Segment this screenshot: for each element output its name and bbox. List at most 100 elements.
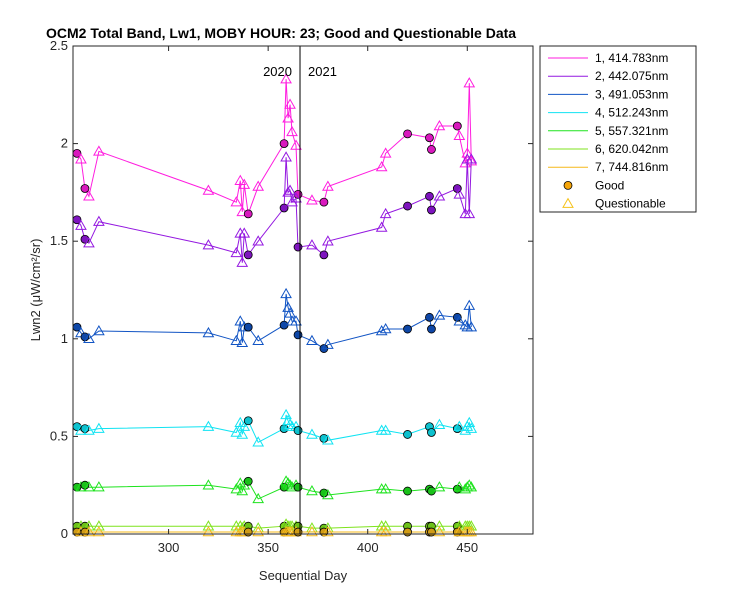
- questionable-point: [453, 315, 466, 326]
- good-point: [319, 250, 329, 260]
- good-point: [243, 322, 253, 332]
- legend-marker-questionable: [562, 197, 574, 208]
- y-tick-label: 0.5: [50, 428, 68, 443]
- good-point: [293, 527, 303, 537]
- legend: 1, 414.783nm 2, 442.075nm 3, 491.053nm 4, 5…: [539, 45, 697, 213]
- legend-label-2: 2, 442.075nm: [595, 69, 668, 83]
- questionable-point: [83, 332, 95, 344]
- questionable-point: [234, 416, 247, 427]
- questionable-point: [433, 309, 446, 320]
- questionable-point: [286, 125, 298, 137]
- questionable-point: [375, 221, 388, 232]
- questionable-point: [284, 98, 296, 109]
- questionable-point: [252, 526, 265, 537]
- series-line-1: [76, 79, 472, 215]
- questionable-point: [453, 526, 466, 537]
- questionable-point: [252, 235, 265, 246]
- good-point: [293, 330, 303, 340]
- legend-label-7: 7, 744.816nm: [595, 160, 668, 174]
- x-tick-label: 350: [257, 540, 279, 555]
- legend-label-3: 3, 491.053nm: [595, 87, 668, 101]
- year-label-2021: 2021: [308, 64, 337, 79]
- questionable-point: [379, 483, 392, 494]
- x-tick-label: 300: [158, 540, 180, 555]
- x-axis: 300 350 400 450: [158, 46, 478, 555]
- questionable-point: [433, 190, 446, 201]
- questionable-point: [379, 323, 392, 334]
- questionable-point: [463, 299, 476, 310]
- good-point: [427, 145, 436, 154]
- questionable-point: [238, 178, 251, 189]
- legend-marker-good: [563, 180, 573, 190]
- questionable-point: [306, 239, 318, 250]
- good-point: [425, 191, 434, 201]
- questionable-point: [280, 475, 292, 486]
- questionable-point: [75, 153, 87, 164]
- questionable-point: [93, 526, 105, 537]
- good-point: [319, 197, 329, 207]
- good-point: [403, 129, 412, 139]
- questionable-point: [306, 526, 318, 537]
- questionable-point: [306, 334, 318, 346]
- questionable-point: [306, 485, 318, 496]
- good-point: [293, 482, 303, 492]
- questionable-point: [230, 334, 243, 346]
- good-point: [403, 324, 412, 334]
- legend-label-questionable: Questionable: [595, 197, 666, 211]
- good-point: [403, 201, 412, 211]
- good-point: [243, 416, 253, 426]
- series-7: [72, 526, 478, 537]
- questionable-point: [280, 73, 292, 84]
- plot-area: [73, 46, 533, 534]
- questionable-point: [252, 492, 265, 504]
- questionable-point: [83, 526, 95, 537]
- questionable-point: [75, 219, 87, 230]
- questionable-point: [379, 526, 392, 537]
- questionable-point: [236, 336, 249, 347]
- questionable-point: [252, 180, 265, 191]
- questionable-point: [453, 420, 466, 431]
- questionable-point: [379, 424, 392, 435]
- legend-label-6: 6, 620.042nm: [595, 142, 668, 156]
- plot-frame: [72, 45, 534, 535]
- good-point: [425, 133, 434, 143]
- good-point: [452, 121, 462, 131]
- questionable-point: [230, 426, 243, 437]
- questionable-point: [202, 479, 215, 490]
- questionable-point: [280, 151, 292, 162]
- questionable-point: [290, 192, 302, 203]
- legend-label-5: 5, 557.321nm: [595, 124, 668, 138]
- questionable-point: [290, 139, 302, 150]
- legend-label-good: Good: [595, 178, 624, 192]
- questionable-point: [252, 334, 265, 346]
- questionable-point: [322, 338, 334, 349]
- questionable-point: [322, 180, 334, 191]
- questionable-point: [453, 129, 466, 141]
- questionable-point: [234, 174, 247, 185]
- questionable-point: [83, 190, 95, 201]
- questionable-point: [282, 477, 294, 488]
- series-1: [72, 73, 478, 219]
- good-point: [403, 527, 412, 537]
- questionable-point: [280, 287, 292, 299]
- questionable-point: [236, 256, 249, 267]
- good-point: [293, 426, 303, 435]
- good-point: [243, 527, 253, 537]
- questionable-point: [83, 481, 95, 492]
- questionable-point: [83, 424, 95, 435]
- questionable-point: [379, 207, 392, 219]
- questionable-point: [236, 428, 249, 439]
- questionable-point: [461, 147, 474, 158]
- questionable-point: [83, 237, 95, 248]
- questionable-point: [202, 239, 215, 250]
- x-tick-label: 400: [357, 540, 379, 555]
- y-axis-label: Lwn2 (μW/cm²/sr): [28, 239, 43, 342]
- good-point: [279, 139, 289, 149]
- questionable-point: [284, 418, 296, 429]
- questionable-point: [202, 184, 215, 195]
- questionable-point: [284, 307, 296, 318]
- questionable-point: [93, 520, 105, 531]
- chart-title: OCM2 Total Band, Lw1, MOBY HOUR: 23; Goo…: [46, 25, 516, 41]
- questionable-point: [234, 315, 247, 326]
